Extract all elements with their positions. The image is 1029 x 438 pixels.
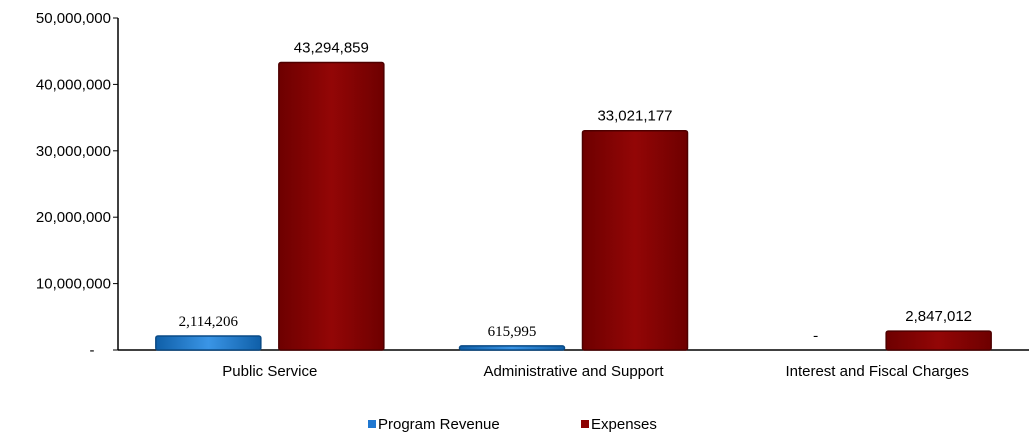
category-label: Public Service <box>222 363 317 380</box>
data-label: 2,847,012 <box>905 308 972 325</box>
y-tick-label: 30,000,000 <box>36 143 111 160</box>
category-label: Interest and Fiscal Charges <box>785 363 968 380</box>
y-tick-label: 50,000,000 <box>36 10 111 27</box>
legend-label: Expenses <box>591 416 657 433</box>
chart-axes: 50,000,000 40,000,000 30,000,000 20,000,000… <box>36 10 1029 359</box>
y-tick-label: 20,000,000 <box>36 209 111 226</box>
legend-label: Program Revenue <box>378 416 500 433</box>
data-label: - <box>813 328 818 344</box>
y-tick-label: - <box>90 342 95 359</box>
data-label: 33,021,177 <box>597 108 672 125</box>
bar-expenses <box>581 129 689 351</box>
bar-program-revenue <box>155 335 262 351</box>
bar-expenses <box>885 330 992 351</box>
chart-bars <box>155 61 992 351</box>
data-label: 43,294,859 <box>294 40 369 57</box>
category-label: Administrative and Support <box>483 363 664 380</box>
data-label: 2,114,206 <box>179 314 239 330</box>
y-tick-label: 10,000,000 <box>36 276 111 293</box>
chart-legend: Program Revenue Expenses <box>368 416 657 433</box>
bar-expenses <box>278 61 385 351</box>
legend-swatch-program-revenue <box>368 420 376 428</box>
y-tick-label: 40,000,000 <box>36 76 111 93</box>
bar-program-revenue <box>458 345 566 351</box>
chart-labels: 2,114,206 43,294,859 Public Service 615,995… <box>179 40 972 380</box>
data-label: 615,995 <box>488 324 537 340</box>
legend-swatch-expenses <box>581 420 589 428</box>
